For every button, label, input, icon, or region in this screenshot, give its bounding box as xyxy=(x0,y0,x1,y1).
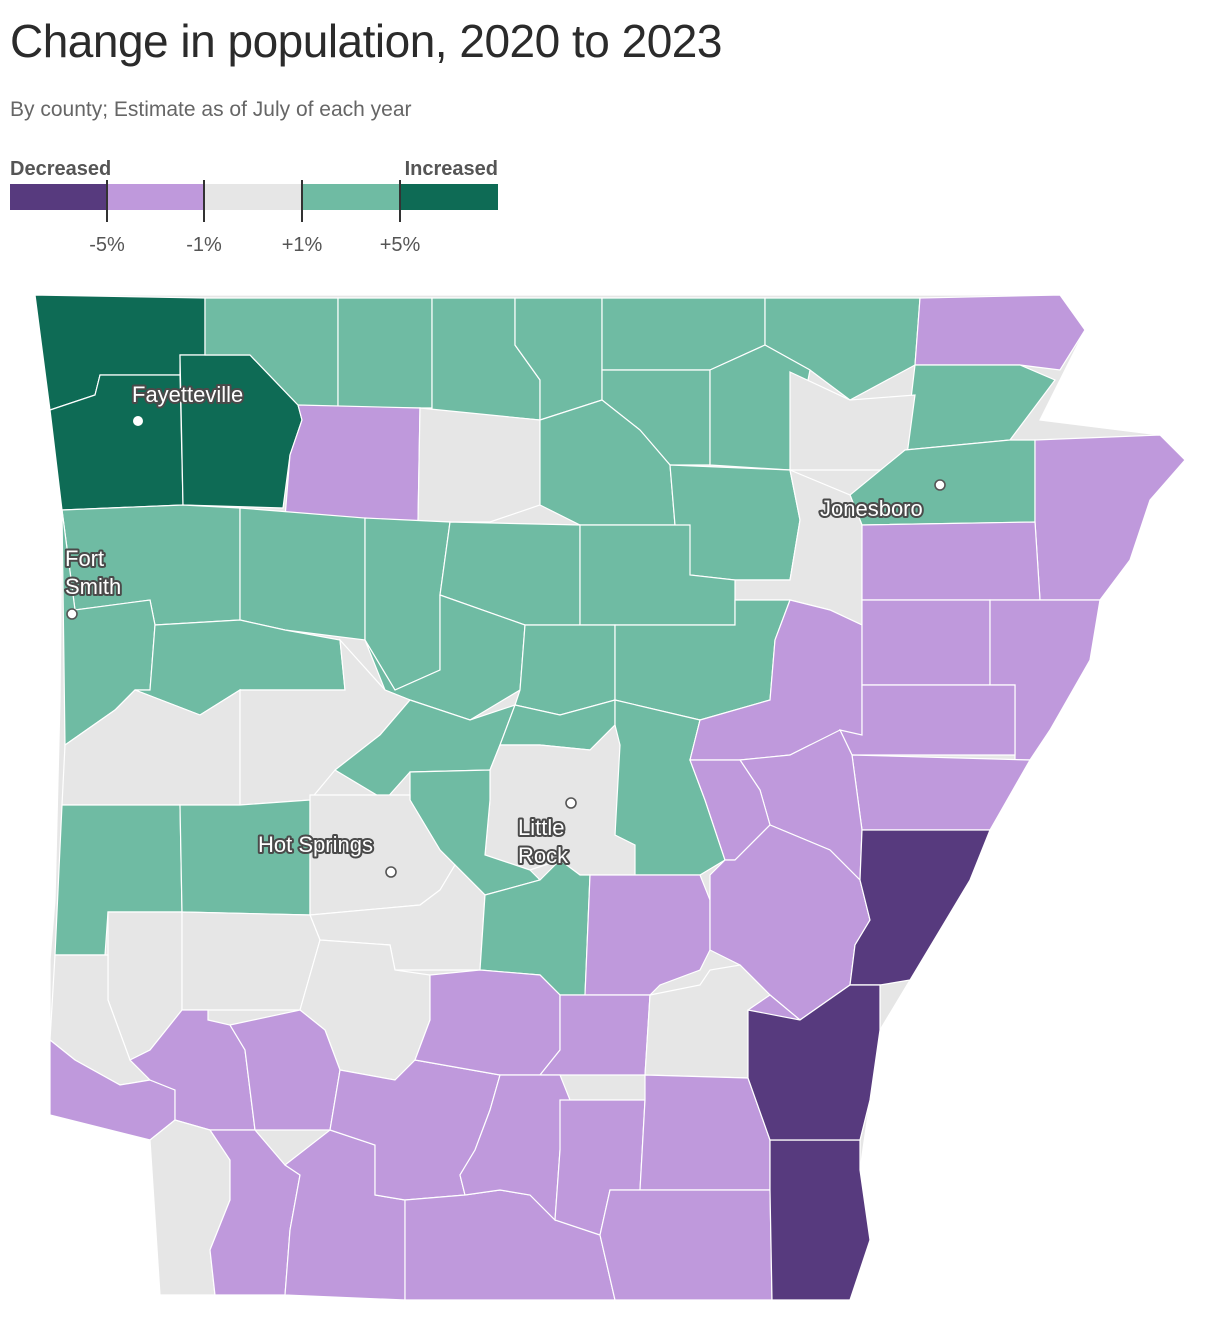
county-conway xyxy=(514,624,616,716)
county-newton xyxy=(284,404,421,523)
city-hot-springs: Hot Springs xyxy=(256,830,397,878)
city-label: Little xyxy=(518,815,564,840)
city-label: Hot Springs xyxy=(258,832,373,857)
city-marker-dot xyxy=(66,608,78,620)
legend-tick xyxy=(203,180,205,222)
color-legend: Decreased Increased -5% -1% +1% +5% xyxy=(10,158,500,258)
county-desha-east xyxy=(747,984,881,1141)
county-clay xyxy=(914,294,1086,371)
arkansas-county-map: Fayetteville Fort Smith Jonesboro Hot Sp… xyxy=(34,294,1186,1301)
county-franklin xyxy=(239,507,366,641)
county-calhoun xyxy=(459,1074,571,1222)
city-label: Rock xyxy=(518,843,569,868)
legend-tick-label: -1% xyxy=(186,234,222,256)
legend-swatch-strong-increase xyxy=(400,184,498,210)
city-marker-dot xyxy=(565,797,577,809)
city-little-rock: Little Rock xyxy=(516,797,577,870)
legend-color-bar xyxy=(10,184,498,210)
county-pike xyxy=(181,911,321,1011)
county-cross xyxy=(861,599,991,686)
map-title: Change in population, 2020 to 2023 xyxy=(10,15,722,67)
county-searcy xyxy=(417,407,541,523)
city-label: Fort xyxy=(65,546,104,571)
county-lee xyxy=(851,754,1032,831)
legend-tick xyxy=(301,180,303,222)
city-marker-dot xyxy=(133,416,143,426)
city-label: Smith xyxy=(65,574,121,599)
county-st-francis xyxy=(838,684,1016,756)
county-montgomery xyxy=(179,799,311,916)
map-subtitle: By county; Estimate as of July of each y… xyxy=(10,98,412,121)
city-jonesboro: Jonesboro xyxy=(818,479,946,523)
legend-tick-label: +5% xyxy=(379,234,421,256)
county-phillips xyxy=(849,829,991,986)
city-marker-dot xyxy=(385,866,397,878)
legend-tick-label: +1% xyxy=(281,234,323,256)
city-fort-smith: Fort Smith xyxy=(63,544,123,620)
county-drew xyxy=(639,1074,771,1191)
county-ashley xyxy=(599,1189,773,1301)
county-lawrence-east xyxy=(789,371,916,471)
legend-swatch-decrease xyxy=(107,184,206,210)
county-dallas xyxy=(414,969,561,1076)
legend-tick xyxy=(106,180,108,222)
county-boone xyxy=(337,297,433,409)
county-mississippi xyxy=(1034,434,1186,601)
legend-tick-label: -5% xyxy=(89,234,125,256)
legend-decreased-label: Decreased xyxy=(10,158,112,180)
legend-increased-label: Increased xyxy=(404,158,498,180)
legend-tick xyxy=(399,180,401,222)
county-chicot xyxy=(769,1139,871,1301)
city-marker-dot xyxy=(934,479,946,491)
county-poinsett xyxy=(861,521,1041,601)
legend-swatch-increase xyxy=(302,184,401,210)
legend-swatch-strong-decrease xyxy=(10,184,108,210)
city-label: Fayetteville xyxy=(132,382,243,407)
city-label: Jonesboro xyxy=(820,496,923,521)
city-fayetteville: Fayetteville xyxy=(130,380,245,426)
legend-swatch-flat xyxy=(205,184,303,210)
